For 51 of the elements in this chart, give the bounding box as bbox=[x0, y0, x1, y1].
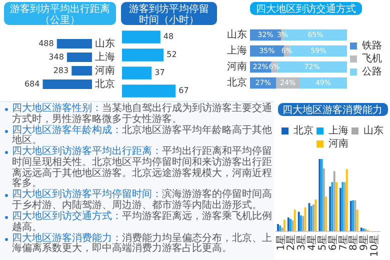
bar bbox=[42, 80, 92, 89]
data-label: 48 bbox=[163, 32, 174, 42]
chart-title: 四大地区到访交通方式 bbox=[250, 2, 362, 15]
legend-label: 北京 bbox=[294, 124, 314, 137]
data-label: 283 bbox=[53, 66, 69, 75]
x-tick-label: 10星 bbox=[370, 234, 381, 258]
legend-label: 上海 bbox=[328, 124, 348, 137]
bar bbox=[66, 52, 92, 62]
y-tick-label: 上海 bbox=[227, 44, 247, 57]
y-tick-label: 山东 bbox=[227, 28, 247, 41]
bar bbox=[122, 30, 160, 44]
bar bbox=[122, 66, 152, 80]
text: 四大地区到访游客平均出行距离：平均出行距离和平均停留时间呈现相关性。北京地区平均停留时间和来访游客出行距离远远高于其他地区游客。北京远途游客规模大，河南近程客多。 bbox=[12, 146, 272, 190]
chart-title: 游客到坊平均出行距离（公里） bbox=[4, 2, 116, 26]
y-tick-label: 河南 bbox=[95, 64, 115, 76]
data-label: 67 bbox=[178, 86, 189, 96]
text: 四大地区游客年龄构成：北京地区游客平均年龄略高于其他地区。 bbox=[12, 124, 272, 146]
x-tick-label: 4星 bbox=[307, 234, 318, 251]
x-tick-label: 9星 bbox=[359, 234, 370, 251]
y-tick-label: 北京 bbox=[95, 78, 115, 90]
y-tick-label: 河南 bbox=[227, 60, 247, 73]
data-label: 37 bbox=[154, 68, 165, 78]
bar bbox=[122, 48, 164, 62]
data-label: 684 bbox=[24, 79, 40, 88]
data-label: 348 bbox=[48, 52, 64, 62]
x-tick-label: 1星 bbox=[276, 234, 287, 251]
chart-title: 游客到坊平均停留时间（小时） bbox=[121, 2, 217, 26]
text: 四大地区游客消费能力：消费能力均呈偏态分布，北京、上海偏离系数更大，即中高端消费力游客占比更高。 bbox=[12, 232, 272, 255]
legend-label: 铁路 bbox=[361, 40, 382, 52]
bar bbox=[72, 66, 92, 76]
y-tick-label: 上海 bbox=[95, 50, 115, 63]
x-tick-label: 3星 bbox=[296, 234, 308, 251]
x-tick-label: 7星 bbox=[338, 234, 350, 251]
x-tick-label: 2星 bbox=[286, 234, 298, 251]
text: 四大地区到访游客平均停留时间：滨海游游客的停留时间高于乡村游、内陆驾游、周边游、都市游等内陆出游形式。 bbox=[12, 189, 272, 212]
legend-label: 河南 bbox=[328, 138, 348, 150]
y-tick-label: 山东 bbox=[95, 37, 115, 50]
x-tick-label: 8星 bbox=[348, 234, 360, 251]
legend-label: 飞机 bbox=[362, 52, 382, 65]
y-tick-label: 北京 bbox=[227, 76, 247, 89]
text: 四大地区到访交通方式：平均游客距离远，游客乘飞机比例越高。 bbox=[12, 210, 272, 233]
x-tick-label: 6星 bbox=[328, 234, 339, 251]
data-label: 52 bbox=[166, 50, 177, 60]
chart-title: 四大地区游客消费能力 bbox=[278, 103, 388, 116]
x-tick-label: 5星 bbox=[317, 234, 328, 251]
legend-label: 公路 bbox=[362, 66, 382, 78]
legend-label: 山东 bbox=[364, 124, 384, 137]
text: 四大地区游客性别：当某地自驾出行成为到访游客主要交通方式时，男性游客略微多于女性游客。 bbox=[12, 103, 272, 126]
bar bbox=[56, 39, 92, 48]
data-label: 488 bbox=[38, 38, 54, 48]
bar bbox=[122, 84, 176, 98]
